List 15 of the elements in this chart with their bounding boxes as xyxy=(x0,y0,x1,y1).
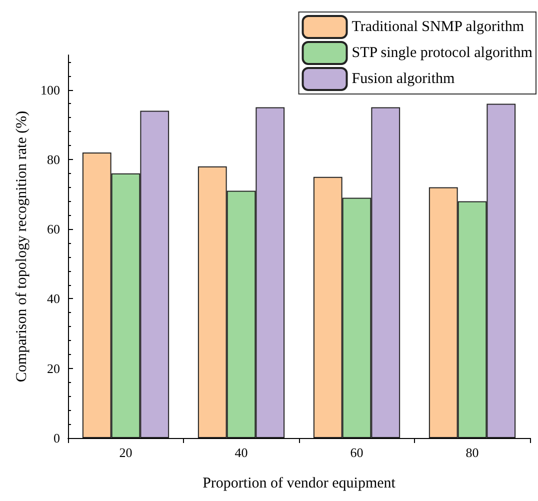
y-tick-label: 80 xyxy=(47,152,60,167)
x-axis-title: Proportion of vendor equipment xyxy=(202,476,396,492)
y-tick-label: 100 xyxy=(40,82,60,98)
y-tick-label: 60 xyxy=(47,222,60,237)
legend-label: Fusion algorithm xyxy=(352,71,456,87)
y-axis-title: Comparison of topology recognition rate (%) xyxy=(14,110,30,382)
x-tick-label: 60 xyxy=(350,445,364,460)
legend-label: STP single protocol algorithm xyxy=(352,45,533,61)
x-tick-label: 80 xyxy=(466,445,479,460)
legend-label: Traditional SNMP algorithm xyxy=(352,19,524,35)
x-tick-label: 20 xyxy=(119,445,132,460)
y-tick-label: 20 xyxy=(47,360,60,376)
x-tick-label: 40 xyxy=(234,445,248,460)
y-tick-label: 40 xyxy=(47,291,60,306)
y-tick-label: 0 xyxy=(54,430,60,446)
